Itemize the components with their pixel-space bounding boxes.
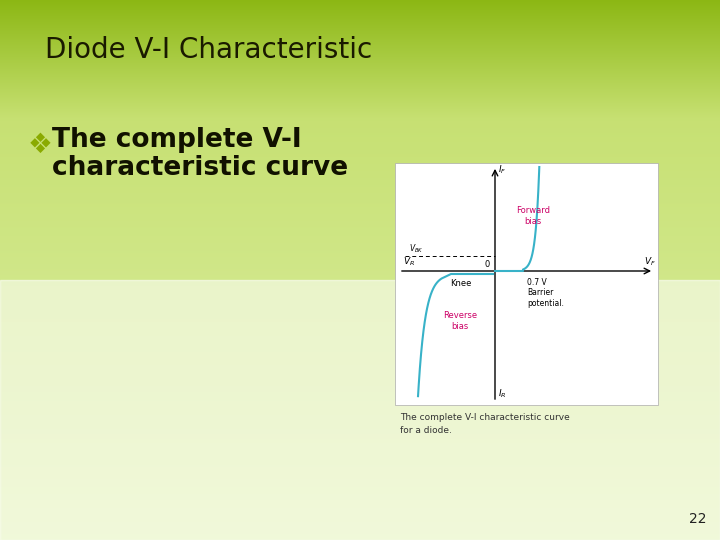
Text: $V_{BK}$: $V_{BK}$ bbox=[409, 242, 424, 255]
Text: 22: 22 bbox=[688, 512, 706, 526]
Text: Forward
bias: Forward bias bbox=[516, 206, 550, 226]
Text: The complete V-I characteristic curve: The complete V-I characteristic curve bbox=[400, 413, 570, 422]
Text: $I_R$: $I_R$ bbox=[498, 388, 506, 400]
Text: 0.7 V
Barrier
potential.: 0.7 V Barrier potential. bbox=[527, 278, 564, 308]
Text: ❖: ❖ bbox=[28, 131, 53, 159]
Text: characteristic curve: characteristic curve bbox=[52, 155, 348, 181]
Text: $V_F$: $V_F$ bbox=[644, 255, 656, 268]
Text: 0: 0 bbox=[485, 260, 490, 269]
Text: $V_R$: $V_R$ bbox=[403, 255, 415, 268]
Text: The complete V-I: The complete V-I bbox=[52, 127, 302, 153]
Bar bbox=[0, 280, 720, 540]
Text: Knee: Knee bbox=[450, 279, 472, 288]
Text: for a diode.: for a diode. bbox=[400, 426, 452, 435]
Text: $I_F$: $I_F$ bbox=[498, 164, 506, 177]
Text: Diode V-I Characteristic: Diode V-I Characteristic bbox=[45, 36, 372, 64]
Text: Reverse
bias: Reverse bias bbox=[443, 311, 477, 331]
Bar bbox=[395, 163, 658, 405]
